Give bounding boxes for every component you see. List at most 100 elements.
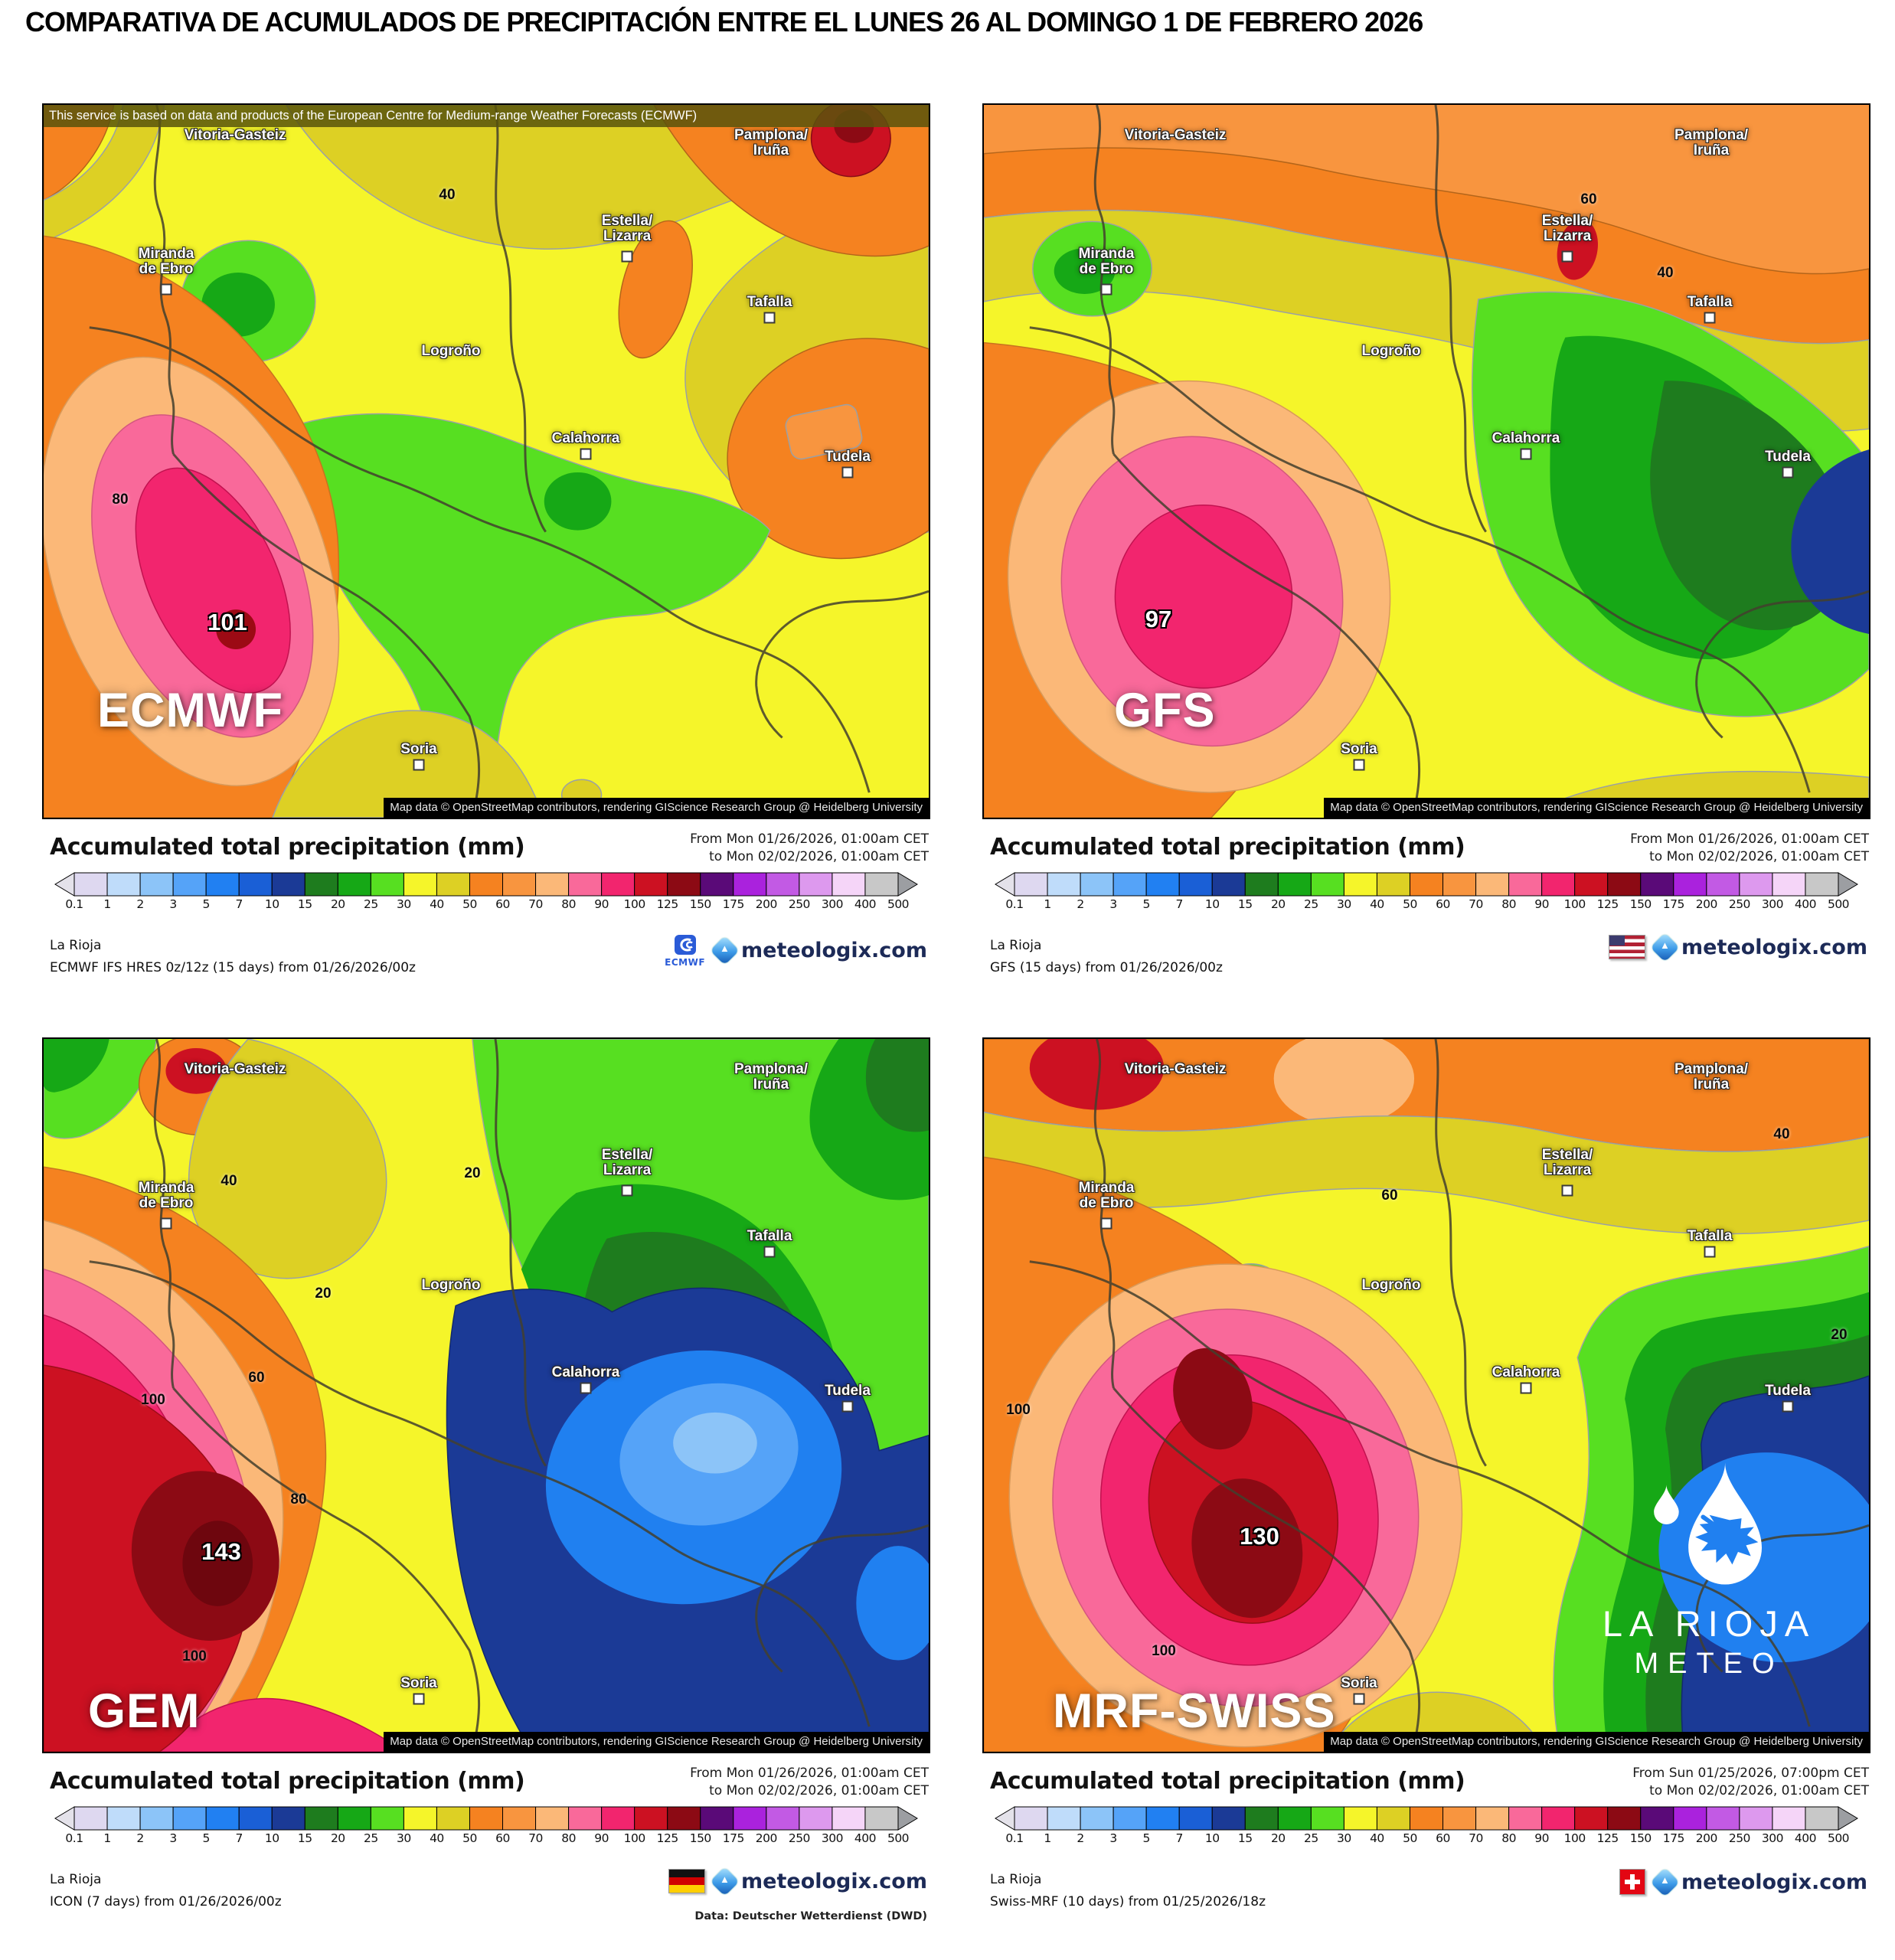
- colorbar-tick: 250: [1728, 1831, 1751, 1845]
- colorbar-tick: 200: [755, 897, 778, 911]
- colorbar-tick: 15: [1237, 1831, 1253, 1845]
- colorbar-tick: 90: [1534, 1831, 1549, 1845]
- colorbar-tick: 20: [330, 1831, 345, 1845]
- colorbar-tick: 70: [528, 897, 543, 911]
- legend-gem: Accumulated total precipitation (mm) Fro…: [42, 1765, 930, 1945]
- city-marker: [1353, 1693, 1365, 1705]
- date-to: to Mon 02/02/2026, 01:00am CET: [709, 1783, 929, 1798]
- colorbar-tick: 150: [1629, 1831, 1652, 1845]
- colorbar-scale: [995, 872, 1858, 900]
- contour-value-label: 40: [221, 1173, 237, 1189]
- colorbar-tick: 90: [594, 1831, 609, 1845]
- max-precip-label: 130: [1240, 1523, 1279, 1550]
- colorbar-tick: 3: [169, 897, 177, 911]
- colorbar-tick: 25: [1303, 897, 1318, 911]
- meteologix-text: meteologix.com: [741, 939, 927, 962]
- city-label: Logroño: [1361, 1277, 1421, 1293]
- city-marker: [1100, 283, 1112, 296]
- map-attribution: Map data © OpenStreetMap contributors, r…: [1324, 798, 1869, 818]
- city-marker: [841, 466, 854, 479]
- us-flag-icon: [1609, 935, 1646, 959]
- meteologix-brand[interactable]: meteologix.com: [1650, 1867, 1867, 1897]
- city-marker: [1100, 1217, 1112, 1230]
- colorbar-tick: 20: [1270, 897, 1286, 911]
- colorbar-tick: 0.1: [1005, 1831, 1024, 1845]
- city-label: Soria: [1341, 1675, 1377, 1691]
- colorbar-tick: 0.1: [1005, 897, 1024, 911]
- date-to: to Mon 02/02/2026, 01:00am CET: [1649, 1783, 1869, 1798]
- colorbar-tick: 125: [656, 1831, 679, 1845]
- colorbar-tick: 100: [1563, 897, 1586, 911]
- location-label: La Rioja: [50, 1872, 102, 1887]
- meteologix-brand[interactable]: meteologix.com: [710, 1866, 927, 1896]
- legend-title: Accumulated total precipitation (mm): [50, 834, 525, 861]
- colorbar-tick: 15: [1237, 897, 1253, 911]
- ecmwf-logo-word: ECMWF: [665, 957, 706, 968]
- city-marker: [1353, 759, 1365, 771]
- location-label: La Rioja: [50, 938, 102, 953]
- gfs-precip-regions: [984, 105, 1869, 818]
- colorbar-tick: 175: [1662, 897, 1685, 911]
- data-source-note: Data: Deutscher Wetterdienst (DWD): [694, 1910, 927, 1922]
- colorbar-tick: 175: [722, 1831, 745, 1845]
- colorbar-tick: 30: [1337, 897, 1351, 911]
- colorbar-tick: 100: [1563, 1831, 1586, 1845]
- colorbar-tick: 80: [1501, 1831, 1516, 1845]
- contour-value-label: 100: [141, 1392, 165, 1408]
- province-borders: [1029, 105, 1869, 818]
- city-label: Tafalla: [747, 1228, 792, 1244]
- max-precip-label: 101: [207, 609, 247, 635]
- city-label: Miranda de Ebro: [1078, 246, 1135, 277]
- legend-date-range: From Mon 01/26/2026, 01:00am CET to Mon …: [690, 1765, 929, 1800]
- contour-value-label: 20: [315, 1285, 332, 1302]
- legend-date-range: From Sun 01/25/2026, 07:00pm CET to Mon …: [1632, 1765, 1869, 1800]
- logo-text-meteo: METEO: [1634, 1648, 1784, 1680]
- city-label: Pamplona/ Iruña: [733, 1061, 809, 1093]
- colorbar-tick: 15: [297, 897, 312, 911]
- colorbar-tick: 125: [1596, 1831, 1619, 1845]
- map-attribution: Map data © OpenStreetMap contributors, r…: [384, 1732, 929, 1752]
- date-from: From Mon 01/26/2026, 01:00am CET: [690, 831, 929, 847]
- colorbar-tick: 500: [887, 1831, 910, 1845]
- colorbar-tick: 1: [103, 1831, 111, 1845]
- meteologix-logo-icon: [710, 936, 740, 965]
- colorbar-tick: 500: [1827, 1831, 1850, 1845]
- legend-date-range: From Mon 01/26/2026, 01:00am CET to Mon …: [690, 831, 929, 866]
- colorbar-scale: [54, 1806, 918, 1834]
- colorbar-tick: 30: [397, 1831, 411, 1845]
- colorbar-tick: 20: [1270, 1831, 1286, 1845]
- contour-value-label: 100: [1152, 1643, 1176, 1659]
- colorbar-tick: 5: [202, 1831, 210, 1845]
- city-marker: [160, 1217, 172, 1230]
- colorbar-tick: 40: [1370, 1831, 1384, 1845]
- map-panel-gfs: Map data © OpenStreetMap contributors, r…: [982, 103, 1870, 819]
- city-marker: [1520, 1382, 1532, 1394]
- city-label: Pamplona/ Iruña: [1674, 127, 1749, 158]
- la-rioja-meteo-logo: LA RIOJA METEO: [1571, 1462, 1847, 1681]
- city-label: Miranda de Ebro: [138, 1180, 194, 1211]
- model-name-label: MRF-SWISS: [1053, 1684, 1336, 1738]
- ecmwf-precip-map: [44, 105, 929, 818]
- legend-title: Accumulated total precipitation (mm): [990, 1768, 1465, 1795]
- colorbar-tick: 50: [462, 1831, 477, 1845]
- meteologix-brand[interactable]: meteologix.com: [710, 936, 927, 965]
- meteologix-logo-icon: [1650, 1867, 1680, 1897]
- colorbar-tick: 80: [561, 1831, 576, 1845]
- brand-row: meteologix.com: [1609, 932, 1867, 962]
- colorbar-ticks: 0.1 1 2 3 5 7 10 15 20 25 30 40 50 60 70 80 90 100 125 150 1…: [54, 897, 918, 914]
- brand-row: meteologix.com: [1619, 1867, 1867, 1897]
- contour-value-label: 20: [464, 1165, 481, 1181]
- colorbar-tick: 1: [1044, 1831, 1051, 1845]
- colorbar-svg: [995, 1806, 1858, 1831]
- colorbar-tick: 70: [1469, 897, 1483, 911]
- colorbar-svg: [54, 1806, 918, 1831]
- map-attribution: Map data © OpenStreetMap contributors, r…: [384, 798, 929, 818]
- city-label: Calahorra: [1491, 1364, 1560, 1380]
- meteologix-brand[interactable]: meteologix.com: [1650, 932, 1867, 962]
- city-label: Tudela: [825, 449, 871, 465]
- city-label: Calahorra: [1491, 430, 1560, 446]
- contour-value-label: 40: [1773, 1126, 1790, 1142]
- city-marker: [1704, 1246, 1716, 1258]
- city-label: Vitoria-Gasteiz: [184, 127, 286, 143]
